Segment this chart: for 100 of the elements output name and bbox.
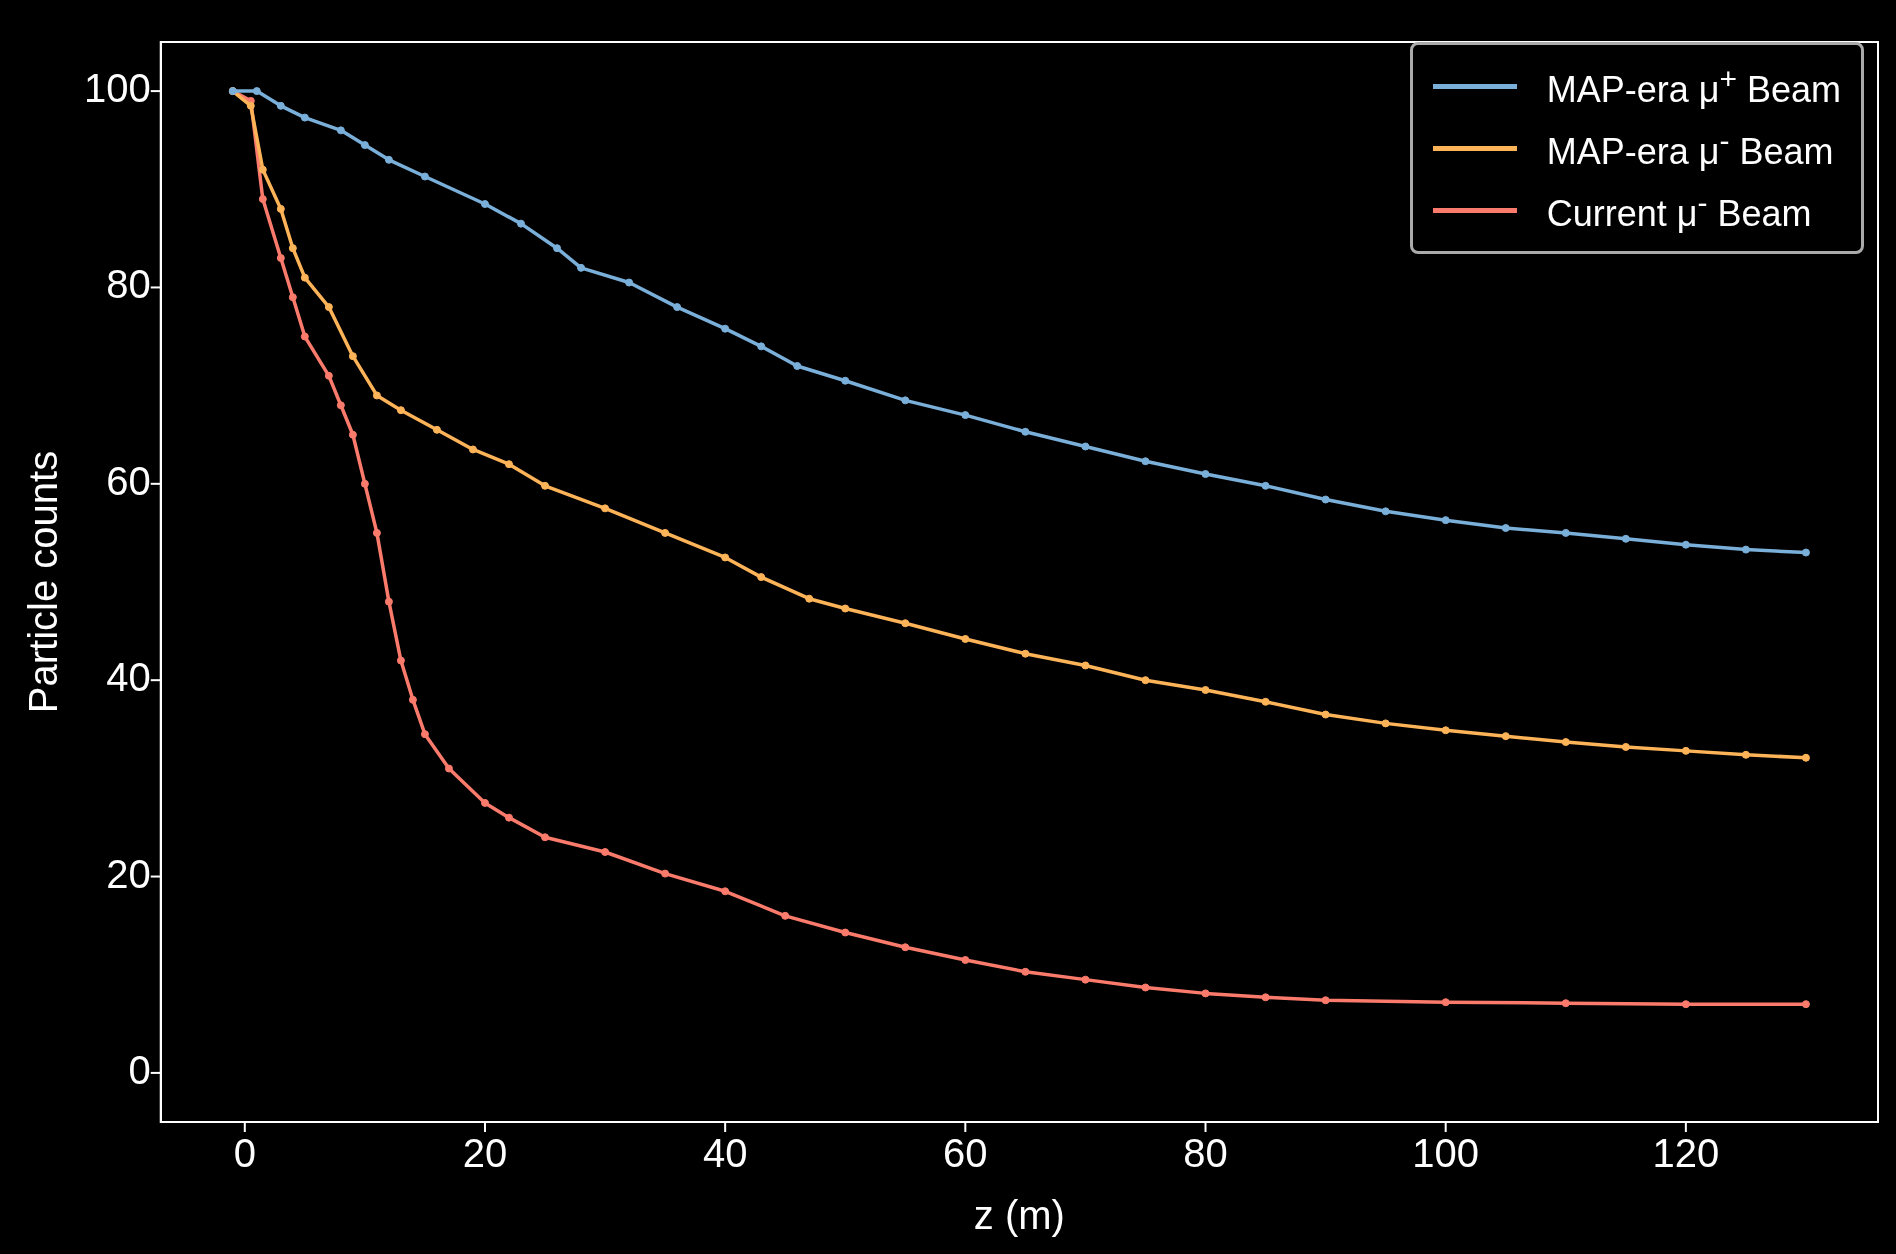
point (408, 695, 417, 704)
point (324, 371, 333, 380)
point (1141, 676, 1150, 685)
x-tick-label: 20 (462, 1131, 508, 1176)
point (961, 956, 970, 964)
point (661, 869, 670, 878)
point (372, 391, 381, 400)
y-tick-label: 40 (106, 655, 151, 700)
point (384, 155, 393, 164)
point (577, 263, 586, 272)
point (1441, 516, 1450, 525)
point (420, 730, 429, 739)
point (757, 573, 766, 582)
point (1081, 442, 1090, 451)
point (1321, 495, 1330, 504)
x-tick-label: 60 (943, 1131, 988, 1176)
x-axis-title: z (m) (973, 1193, 1065, 1238)
point (336, 401, 345, 410)
x-tick-label: 120 (1652, 1131, 1720, 1176)
x-tick-label: 100 (1412, 1131, 1480, 1176)
point (841, 928, 850, 937)
point (480, 798, 489, 807)
point (258, 165, 267, 174)
point (721, 887, 730, 896)
point (348, 352, 357, 361)
point (252, 87, 261, 96)
point (841, 376, 850, 385)
point (288, 293, 297, 302)
point (360, 141, 369, 150)
y-tick-label: 100 (83, 66, 151, 111)
point (288, 244, 297, 253)
point (901, 943, 910, 952)
point (420, 172, 429, 181)
point (504, 813, 513, 822)
point (1261, 481, 1270, 490)
point (1681, 540, 1690, 549)
legend-label: MAP-era μ$^{-}$ Beam (1546, 123, 1834, 173)
legend-label: MAP-era μ$^{+}$ Beam (1546, 61, 1841, 111)
point (336, 126, 345, 135)
point (1381, 507, 1390, 516)
point (1021, 649, 1030, 658)
point (300, 113, 309, 122)
point (1081, 975, 1090, 984)
point (1321, 710, 1330, 719)
y-tick-label: 20 (106, 851, 151, 896)
point (901, 619, 910, 628)
point (793, 362, 802, 370)
point (360, 479, 369, 488)
point (1141, 983, 1150, 992)
point (517, 219, 525, 228)
point (276, 204, 285, 213)
point (757, 342, 766, 351)
point (1441, 726, 1450, 735)
point (901, 396, 910, 405)
point (673, 303, 682, 312)
point (1501, 732, 1510, 741)
point (721, 324, 730, 333)
point (721, 553, 730, 562)
y-tick-label: 80 (106, 262, 151, 307)
legend-label: Current μ$^{-}$ Beam (1546, 185, 1812, 235)
point (444, 764, 453, 773)
point (625, 278, 634, 287)
point (1381, 719, 1390, 728)
point (1801, 753, 1810, 762)
point (246, 101, 255, 110)
point (1801, 1000, 1810, 1009)
point (1561, 999, 1570, 1008)
point (384, 597, 393, 606)
point (300, 273, 309, 282)
y-axis-title: Particle counts (21, 450, 66, 714)
point (541, 481, 550, 490)
point (781, 911, 790, 920)
point (276, 254, 285, 262)
point (1801, 548, 1810, 557)
point (324, 303, 333, 312)
point (1561, 738, 1570, 747)
point (661, 528, 670, 537)
y-tick-label: 0 (128, 1047, 151, 1092)
x-tick-label: 0 (233, 1131, 256, 1176)
point (1081, 661, 1090, 670)
point (805, 594, 814, 603)
point (276, 101, 285, 110)
point (1201, 470, 1210, 478)
point (468, 445, 477, 454)
point (961, 634, 970, 643)
point (1201, 989, 1210, 998)
point (1681, 1000, 1690, 1009)
point (480, 200, 489, 208)
point (300, 332, 309, 341)
point (1561, 528, 1570, 537)
point (1141, 457, 1150, 466)
x-tick-label: 40 (702, 1131, 748, 1176)
point (348, 430, 357, 439)
point (504, 460, 513, 469)
point (1621, 534, 1630, 543)
point (601, 848, 610, 856)
point (396, 656, 405, 665)
point (432, 425, 441, 434)
point (1321, 996, 1330, 1005)
point (1201, 686, 1210, 694)
